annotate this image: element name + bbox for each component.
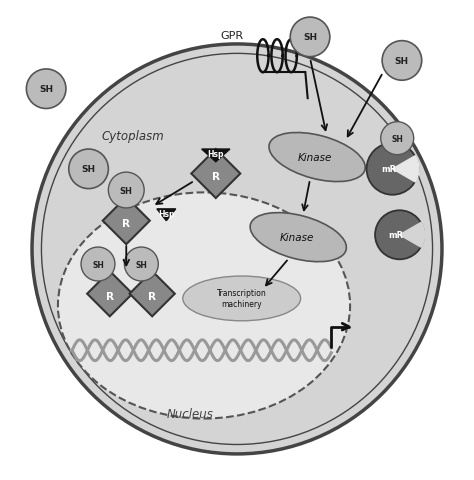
Circle shape (109, 173, 144, 208)
Text: SH: SH (395, 57, 409, 66)
Ellipse shape (58, 193, 350, 419)
Circle shape (382, 42, 422, 81)
Polygon shape (157, 209, 176, 221)
Text: Hsp: Hsp (208, 149, 224, 158)
Text: mR: mR (381, 165, 396, 174)
Circle shape (81, 248, 115, 281)
Text: R: R (106, 291, 114, 301)
Circle shape (381, 122, 414, 156)
Circle shape (366, 144, 419, 195)
Text: R: R (148, 291, 156, 301)
Circle shape (290, 18, 330, 58)
Ellipse shape (183, 276, 301, 321)
Text: Hsp: Hsp (158, 209, 174, 218)
Text: SH: SH (303, 33, 317, 42)
Polygon shape (191, 150, 240, 199)
Circle shape (27, 70, 66, 109)
Text: SH: SH (39, 85, 53, 94)
Text: mR: mR (388, 231, 403, 240)
Text: SH: SH (136, 260, 147, 269)
Text: SH: SH (82, 165, 96, 174)
Circle shape (124, 248, 158, 281)
Text: Kinase: Kinase (280, 233, 315, 242)
Text: Transcription
machinery: Transcription machinery (217, 289, 266, 309)
Ellipse shape (250, 213, 346, 262)
Polygon shape (129, 272, 175, 317)
Text: Cytoplasm: Cytoplasm (102, 130, 164, 143)
Wedge shape (392, 156, 419, 182)
Ellipse shape (269, 133, 365, 182)
Circle shape (375, 211, 424, 260)
Polygon shape (201, 150, 230, 162)
Circle shape (32, 45, 442, 454)
Text: GPR: GPR (221, 30, 244, 40)
Text: SH: SH (391, 134, 403, 144)
Wedge shape (400, 223, 425, 248)
Polygon shape (103, 198, 150, 245)
Circle shape (69, 150, 109, 189)
Text: Kinase: Kinase (298, 153, 332, 163)
Text: Nucleus: Nucleus (166, 408, 213, 420)
Polygon shape (87, 272, 132, 317)
Text: R: R (122, 218, 130, 228)
Text: SH: SH (120, 186, 133, 195)
Text: SH: SH (92, 260, 104, 269)
Text: R: R (212, 171, 220, 181)
